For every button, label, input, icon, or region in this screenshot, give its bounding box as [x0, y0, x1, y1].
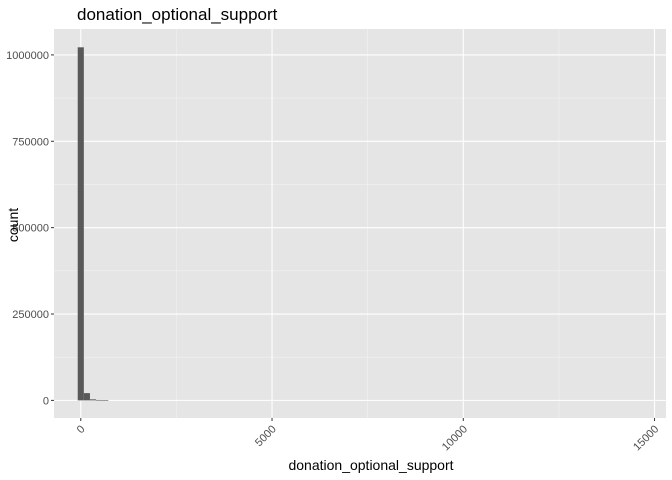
plot-panel: [54, 29, 666, 418]
y-axis: 0 250000 500000 750000 1000000: [6, 50, 54, 407]
y-tick-label: 250000: [12, 309, 49, 321]
histogram-bar: [89, 399, 97, 401]
y-tick-label: 0: [43, 395, 49, 407]
y-tick-label: 750000: [12, 136, 49, 148]
y-tick-label: 500000: [12, 223, 49, 235]
histogram-bar: [77, 47, 84, 401]
histogram-bar: [83, 393, 90, 401]
y-tick-label: 1000000: [6, 50, 49, 62]
x-tick-label: 0: [75, 423, 88, 436]
x-tick-label: 10000: [440, 423, 470, 453]
x-axis: 0 5000 10000 15000: [75, 418, 661, 453]
histogram-bar: [96, 399, 103, 401]
x-axis-title: donation_optional_support: [288, 457, 453, 473]
x-tick-label: 5000: [253, 423, 279, 449]
x-tick-label: 15000: [631, 423, 661, 453]
y-axis-title: count: [5, 208, 21, 242]
major-gridlines: [54, 29, 666, 418]
histogram-bar: [102, 400, 109, 401]
minor-gridlines: [54, 29, 666, 418]
histogram-bars: [77, 47, 109, 401]
chart-title: donation_optional_support: [77, 5, 278, 24]
